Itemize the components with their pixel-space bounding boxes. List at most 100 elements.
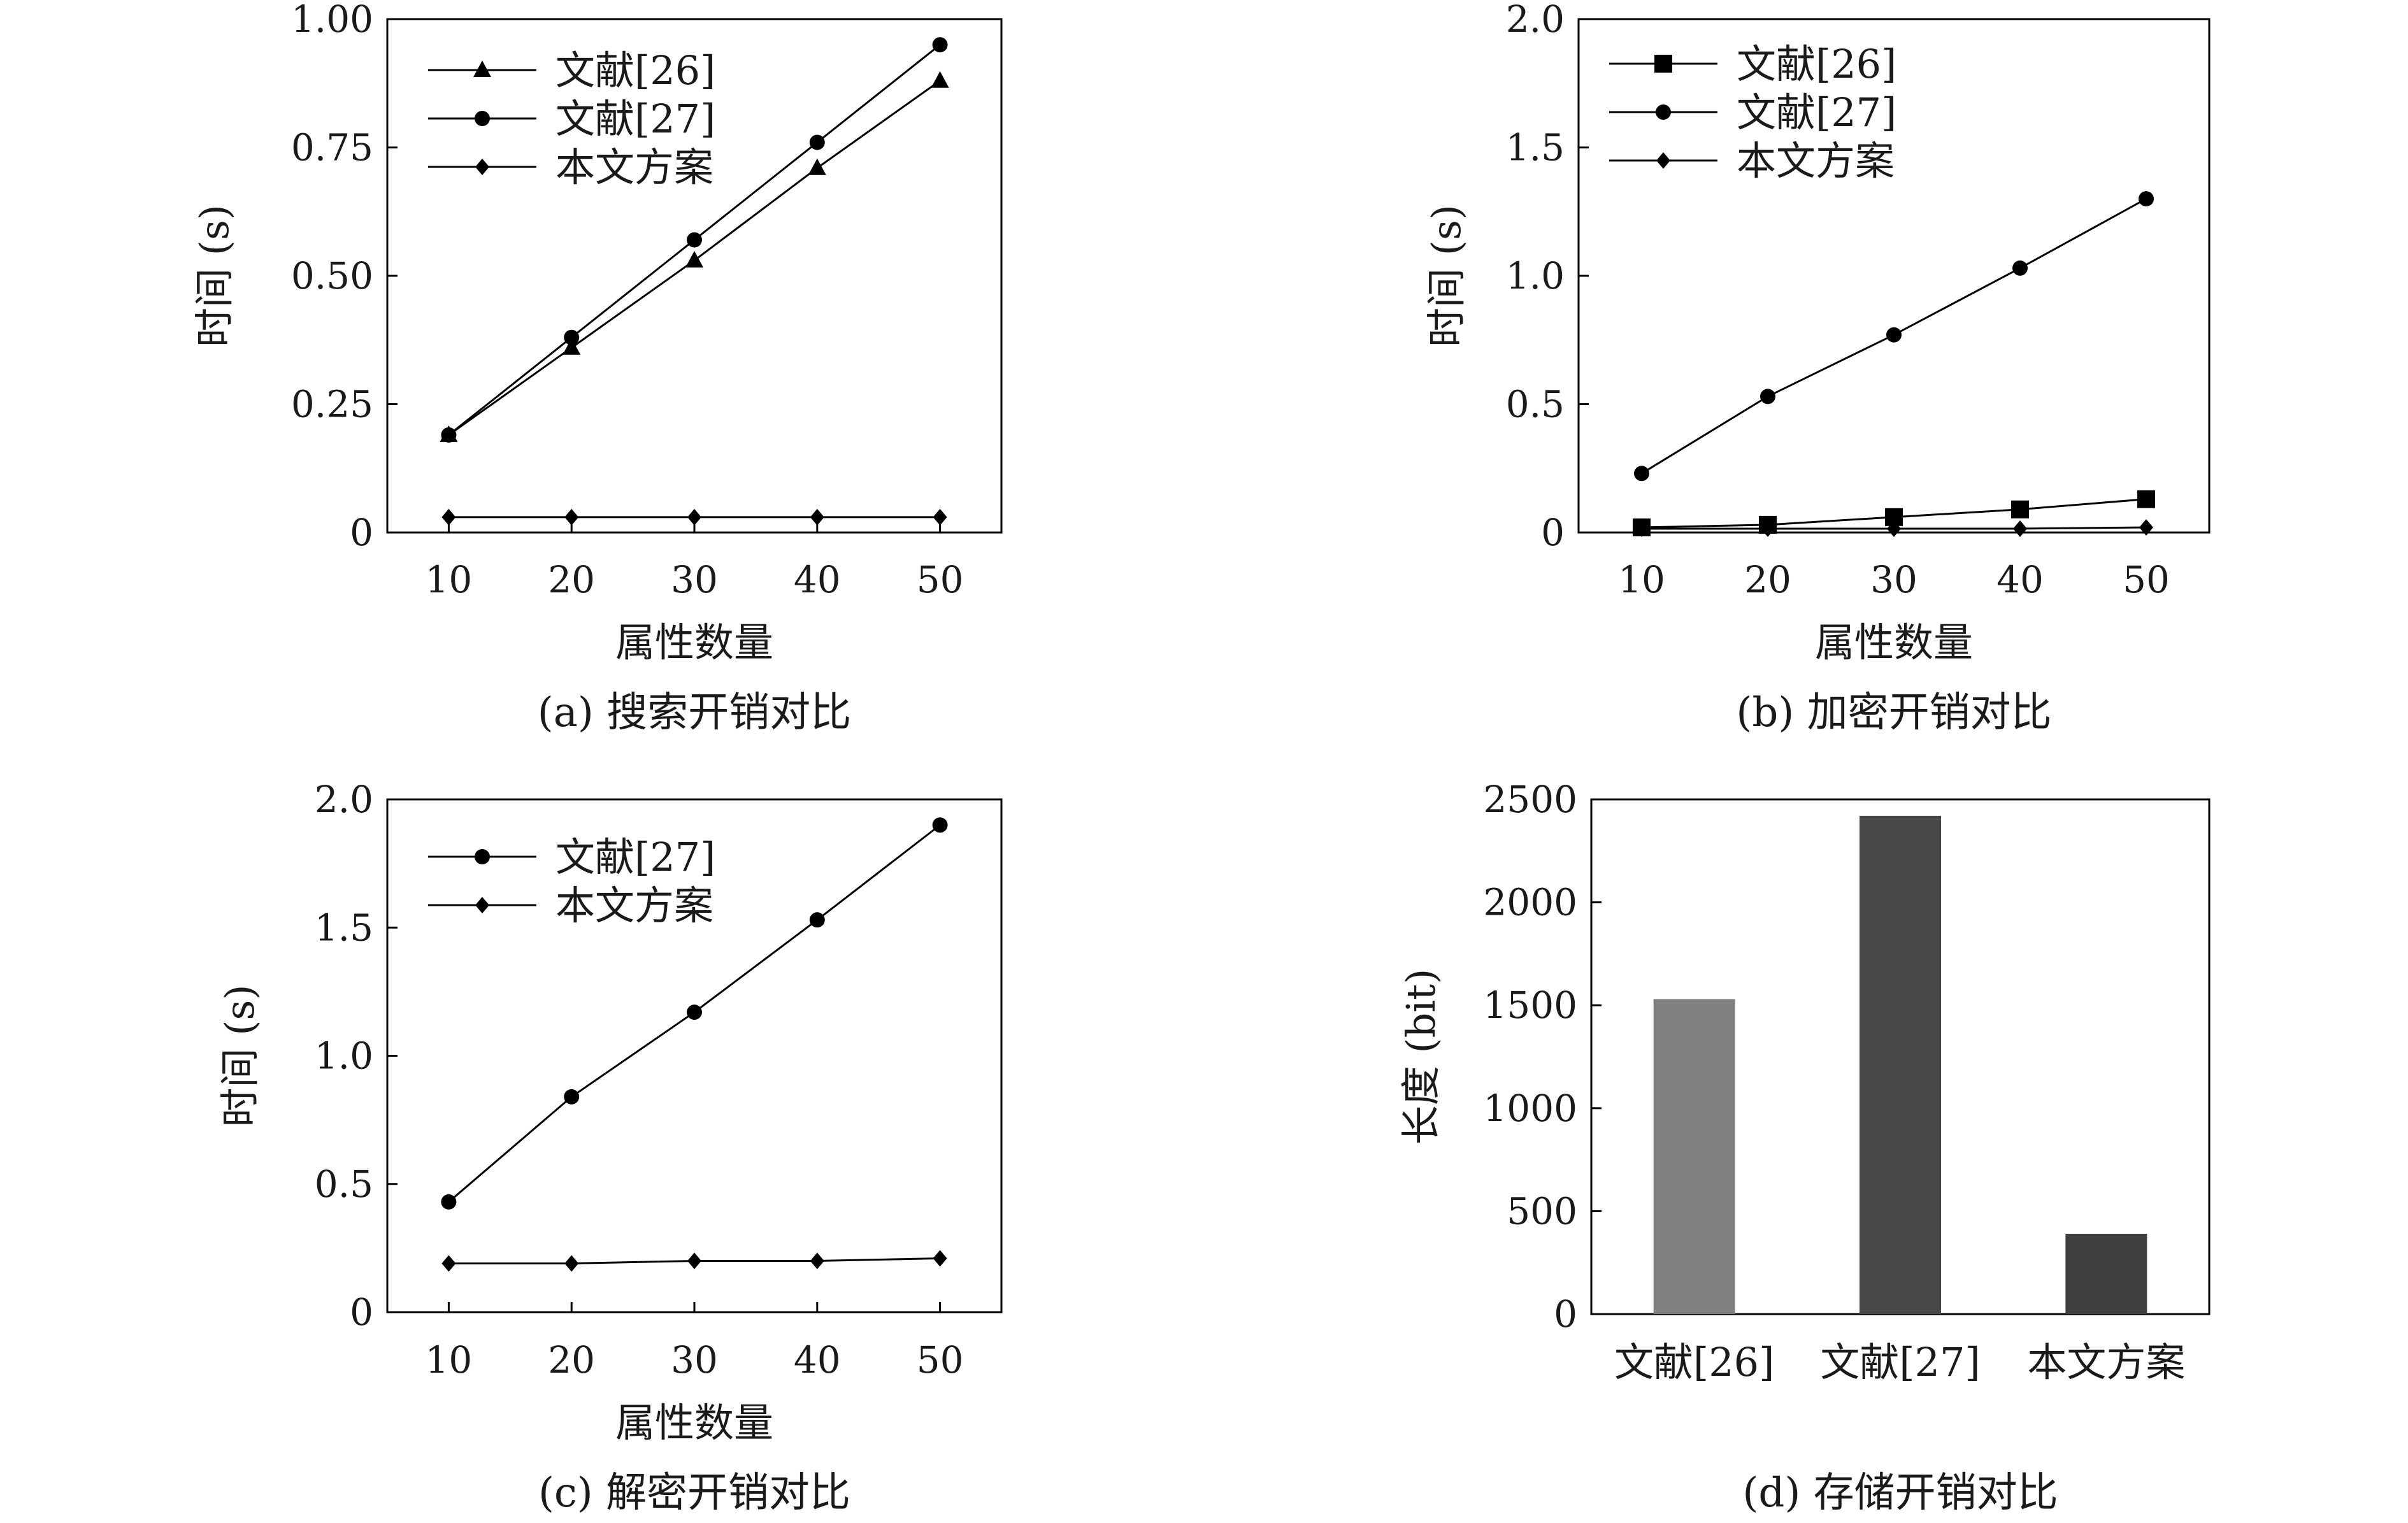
- data-point: [1887, 520, 1901, 537]
- x-tick-label: 20: [548, 1338, 595, 1382]
- x-category-label: 文献[26]: [1614, 1339, 1774, 1385]
- x-tick-label: 20: [1744, 558, 1791, 601]
- y-tick-label: 1000: [1483, 1087, 1577, 1130]
- x-category-label: 文献[27]: [1820, 1339, 1980, 1385]
- data-point: [2013, 520, 2027, 537]
- legend-marker: [1654, 55, 1672, 73]
- x-tick-label: 50: [917, 558, 964, 601]
- y-tick-label: 2000: [1483, 881, 1577, 924]
- y-tick-label: 0: [1554, 1292, 1577, 1336]
- x-tick-label: 40: [794, 558, 841, 601]
- y-axis-label: 时间 (s): [217, 985, 263, 1127]
- y-tick-label: 0.75: [291, 126, 373, 169]
- data-point: [2139, 518, 2153, 536]
- data-point: [685, 250, 703, 268]
- y-tick-label: 0.50: [291, 254, 373, 297]
- legend-entry: 文献[27]: [428, 834, 715, 880]
- data-point: [2139, 191, 2154, 207]
- x-tick-label: 40: [794, 1338, 841, 1382]
- chart-c: 0 0.5 1.0 1.5 2.0 时间 (s) (c) 解密开销对比 10 20 30 40 50 属…: [217, 778, 1003, 1517]
- bar: [1653, 999, 1735, 1314]
- legend-entry: 文献[26]: [428, 47, 715, 94]
- data-point: [564, 1255, 579, 1272]
- y-tick-label: 1500: [1483, 983, 1577, 1027]
- chart-a: 0 0.25 0.50 0.75 1.00 时间 (s) (a) 搜索开销对比 10 20 30 4…: [191, 0, 1003, 736]
- legend-entry: 本文方案: [428, 882, 713, 929]
- legend-label: 文献[27]: [555, 834, 715, 880]
- x-tick-label: 30: [1870, 558, 1917, 601]
- data-point: [933, 1250, 947, 1267]
- series-2: [441, 508, 947, 526]
- data-point: [932, 817, 948, 833]
- data-point: [1635, 520, 1649, 537]
- x-category-label: 本文方案: [2027, 1339, 2185, 1385]
- data-point: [809, 134, 825, 150]
- subfigure-caption: (b) 加密开销对比: [1736, 689, 2051, 736]
- x-tick-label: 20: [548, 558, 595, 601]
- data-point: [933, 508, 947, 526]
- legend-marker: [1656, 152, 1670, 169]
- y-tick-label: 1.5: [1506, 126, 1565, 169]
- data-point: [931, 71, 949, 88]
- y-tick-label: 0.5: [315, 1162, 373, 1206]
- data-point: [441, 1255, 456, 1272]
- y-axis-label: 时间 (s): [1423, 204, 1470, 347]
- y-tick-label: 2.0: [1506, 0, 1565, 41]
- legend-label: 文献[26]: [1737, 41, 1896, 87]
- x-tick-label: 50: [917, 1338, 964, 1382]
- legend-label: 本文方案: [555, 882, 713, 929]
- series-1: [441, 37, 948, 443]
- x-tick-label: 30: [671, 1338, 718, 1382]
- y-tick-label: 2.0: [315, 778, 373, 821]
- x-axis-label: 属性数量: [615, 619, 773, 666]
- legend-entry: 文献[27]: [1609, 89, 1896, 136]
- legend-marker: [1656, 104, 1671, 120]
- legend-label: 文献[26]: [555, 47, 715, 94]
- y-tick-label: 500: [1507, 1189, 1577, 1233]
- data-point: [809, 912, 825, 928]
- data-point: [687, 508, 701, 526]
- bar: [2065, 1233, 2147, 1314]
- y-tick-label: 1.0: [315, 1034, 373, 1078]
- y-tick-label: 1.00: [291, 0, 373, 41]
- data-point: [1886, 327, 1902, 343]
- subfigure-caption: (d) 存储开销对比: [1742, 1469, 2058, 1517]
- subfigure-caption: (a) 搜索开销对比: [538, 689, 851, 736]
- x-tick-label: 30: [671, 558, 718, 601]
- data-point: [441, 1194, 457, 1210]
- x-axis-label: 属性数量: [615, 1399, 773, 1446]
- data-point: [810, 508, 824, 526]
- y-tick-label: 1.0: [1506, 254, 1565, 297]
- data-point: [563, 338, 581, 355]
- y-axis-label: 长度 (bit): [1398, 969, 1444, 1145]
- legend-label: 文献[27]: [1737, 89, 1896, 136]
- data-point: [441, 508, 456, 526]
- data-point: [564, 1089, 580, 1105]
- y-axis-label: 时间 (s): [191, 204, 238, 347]
- legend-label: 本文方案: [1737, 138, 1895, 184]
- data-point: [2137, 490, 2155, 508]
- legend-marker: [475, 111, 490, 126]
- legend-label: 本文方案: [555, 144, 713, 190]
- data-point: [2011, 500, 2029, 518]
- data-point: [441, 427, 457, 443]
- data-point: [932, 37, 948, 53]
- data-point: [564, 329, 580, 345]
- data-point: [2012, 260, 2028, 276]
- data-point: [687, 232, 702, 248]
- y-tick-label: 0: [1541, 511, 1565, 554]
- legend-entry: 本文方案: [1609, 138, 1895, 184]
- y-tick-label: 0: [350, 1291, 373, 1334]
- data-point: [1760, 389, 1775, 404]
- data-point: [687, 1252, 701, 1269]
- x-tick-label: 10: [1618, 558, 1665, 601]
- legend-label: 文献[27]: [555, 96, 715, 142]
- x-axis-label: 属性数量: [1815, 619, 1973, 666]
- x-tick-label: 50: [2123, 558, 2170, 601]
- legend-marker: [473, 61, 491, 77]
- subfigure-caption: (c) 解密开销对比: [538, 1469, 850, 1517]
- x-tick-label: 10: [425, 1338, 472, 1382]
- y-tick-label: 0.25: [291, 383, 373, 426]
